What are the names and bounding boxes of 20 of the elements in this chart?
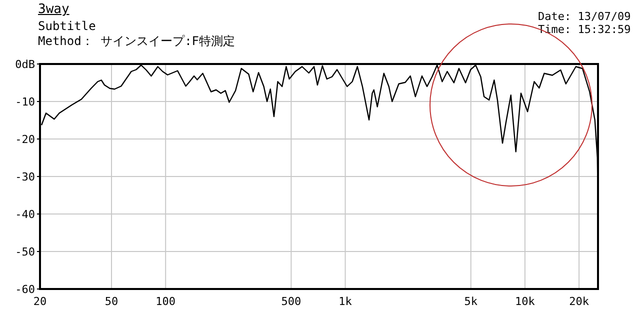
x-tick-label: 10k xyxy=(515,294,536,308)
x-tick-label: 1k xyxy=(338,294,352,308)
x-tick-label: 100 xyxy=(156,294,176,308)
y-tick-label: -40 xyxy=(15,208,35,221)
chart-subtitle: Subtitle xyxy=(38,19,96,33)
y-tick-label: -10 xyxy=(15,95,35,108)
chart-title: 3way xyxy=(38,2,70,17)
y-tick-label: 0dB xyxy=(15,58,36,71)
y-tick-label: -50 xyxy=(15,245,35,258)
text: Method： サインスイープ:F特測定 xyxy=(38,33,236,50)
x-tick-label: 500 xyxy=(281,294,302,308)
text: Date: 13/07/09 xyxy=(538,10,631,23)
text: Time: 15:32:59 xyxy=(538,23,631,36)
x-tick-label: 50 xyxy=(104,294,118,308)
x-tick-label: 5k xyxy=(464,294,478,308)
x-tick-label: 20 xyxy=(33,294,47,308)
x-tick-label: 20k xyxy=(569,294,590,308)
y-tick-label: -30 xyxy=(15,170,35,184)
y-tick-label: -20 xyxy=(15,132,35,146)
y-tick-label: -60 xyxy=(15,282,35,296)
